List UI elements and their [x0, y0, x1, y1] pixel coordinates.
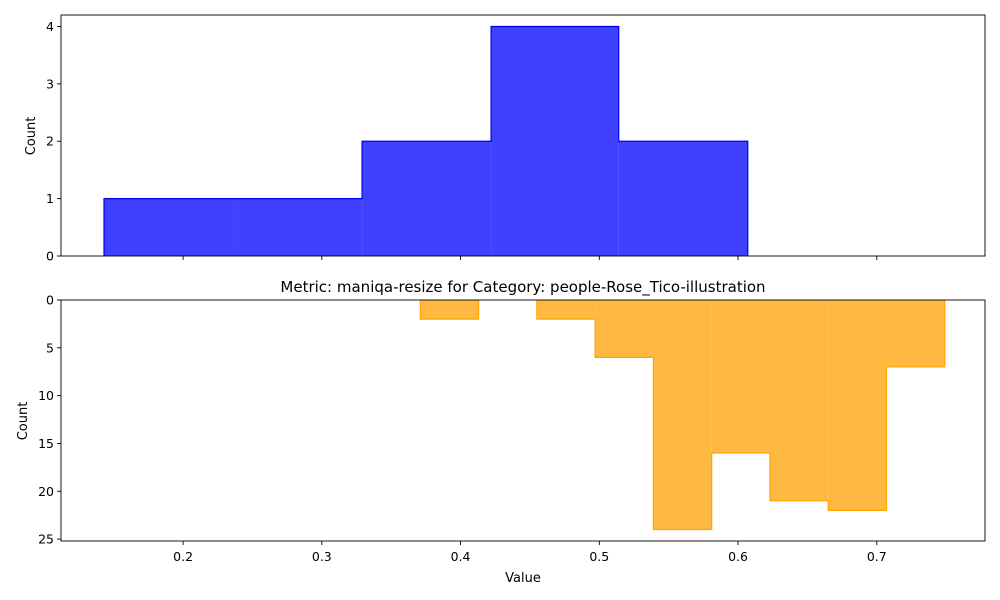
top-histogram-bar: [618, 141, 748, 256]
top-histogram-bar: [362, 141, 492, 256]
bottom-histogram-bar: [886, 300, 945, 367]
bottom-x-tick-label: 0.7: [867, 549, 887, 564]
top-histogram-bar: [104, 198, 234, 256]
bottom-histogram-panel: 0 5 10 15 20 25 0.2 0.3 0.4 0.5 0.6 0.7: [38, 293, 986, 564]
top-y-tick-label: 2: [46, 134, 54, 149]
top-y-tick-label: 3: [46, 76, 54, 91]
top-histogram-bar: [233, 198, 363, 256]
bottom-histogram-outline: [419, 300, 946, 531]
bottom-axes-frame: [60, 299, 986, 542]
bottom-histogram-bar: [536, 300, 596, 320]
bottom-histogram-bar: [769, 300, 829, 501]
top-y-tick-label: 4: [46, 19, 54, 34]
bottom-x-tick-label: 0.3: [312, 549, 332, 564]
bottom-histogram-bar: [653, 300, 712, 530]
top-histogram-panel: 0 1 2 3 4: [46, 14, 986, 264]
bottom-y-tick-label: 20: [38, 484, 54, 499]
chart-title: Metric: maniqa-resize for Category: peop…: [280, 278, 765, 297]
bottom-y-tick-label: 25: [38, 532, 54, 547]
bottom-histogram-bar: [420, 300, 479, 320]
top-y-axis-label: Count: [24, 117, 39, 156]
top-y-tick-label: 1: [46, 191, 54, 206]
bottom-x-tick-label: 0.4: [451, 549, 471, 564]
bottom-histogram-bar: [595, 300, 654, 358]
x-axis-label: Value: [505, 571, 541, 586]
bottom-y-axis-label: Count: [16, 402, 31, 441]
bottom-x-tick-label: 0.2: [173, 549, 193, 564]
bottom-y-tick-label: 10: [38, 388, 54, 403]
top-axes-frame: [60, 14, 986, 257]
top-y-tick-label: 0: [46, 249, 54, 264]
bottom-y-tick-label: 0: [46, 293, 54, 308]
bottom-y-tick-label: 5: [46, 340, 54, 355]
top-histogram-outline: [103, 25, 749, 256]
bottom-y-tick-label: 15: [38, 436, 54, 451]
bottom-histogram-bar: [828, 300, 887, 511]
bottom-x-tick-label: 0.5: [589, 549, 609, 564]
bottom-x-tick-label: 0.6: [728, 549, 748, 564]
top-histogram-bar: [491, 26, 619, 257]
bottom-histogram-bar: [711, 300, 770, 454]
